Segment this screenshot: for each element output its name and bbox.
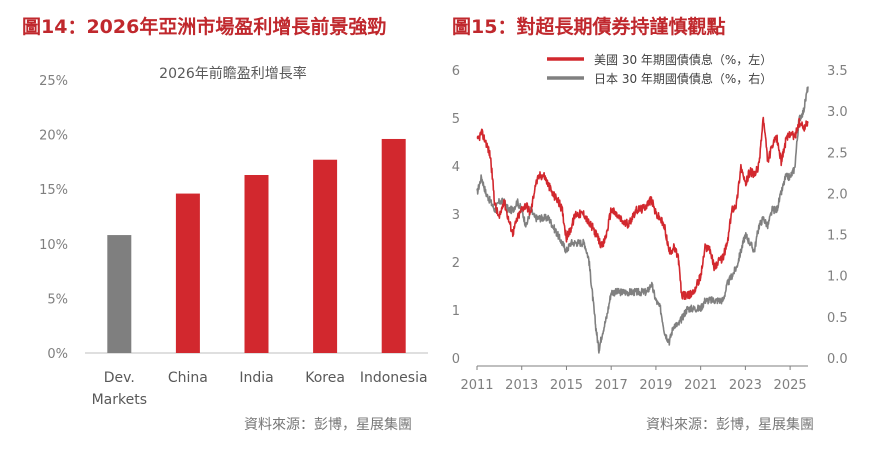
figure-15-source: 資料來源：彭博，星展集團 bbox=[646, 417, 814, 433]
bar-4 bbox=[381, 138, 406, 353]
legend-label: 日本 30 年期國債債息（%，右） bbox=[594, 71, 772, 86]
right-y-tick-label: 2.0 bbox=[827, 187, 848, 202]
right-y-tick-label: 3.0 bbox=[827, 105, 848, 120]
x-tick-label: Korea bbox=[305, 370, 345, 386]
y-tick-label: 0% bbox=[47, 347, 68, 362]
legend-label: 美國 30 年期國債債息（%，左） bbox=[594, 52, 772, 67]
x-tick-label: 2023 bbox=[729, 378, 762, 393]
x-tick-label: 2013 bbox=[505, 378, 538, 393]
right-y-tick-label: 3.5 bbox=[827, 64, 848, 79]
right-y-tick-label: 2.5 bbox=[827, 146, 848, 161]
left-y-tick-label: 0 bbox=[452, 352, 460, 367]
y-tick-label: 10% bbox=[39, 238, 68, 253]
left-y-tick-label: 2 bbox=[452, 256, 460, 271]
bar-2 bbox=[244, 175, 269, 353]
x-tick-label: Indonesia bbox=[360, 370, 428, 386]
figure-15-title: 圖15：對超長期債券持謹慎觀點 bbox=[452, 16, 726, 38]
y-tick-label: 5% bbox=[47, 292, 68, 307]
bar-1 bbox=[175, 193, 200, 353]
left-y-tick-label: 3 bbox=[452, 208, 460, 223]
bar-3 bbox=[313, 159, 338, 353]
x-tick-label: 2017 bbox=[595, 378, 628, 393]
x-tick-label: 2021 bbox=[684, 378, 717, 393]
figure-14-title: 圖14：2026年亞洲市場盈利增長前景強勁 bbox=[22, 16, 387, 38]
y-tick-label: 20% bbox=[39, 129, 68, 144]
right-y-tick-label: 1.0 bbox=[827, 270, 848, 285]
bar-0 bbox=[107, 235, 132, 353]
left-y-tick-label: 6 bbox=[452, 64, 460, 79]
x-tick-label: 2025 bbox=[774, 378, 807, 393]
x-tick-label: 2011 bbox=[460, 378, 493, 393]
figure-14-source: 資料來源：彭博，星展集團 bbox=[244, 417, 412, 433]
left-y-tick-label: 4 bbox=[452, 160, 460, 175]
x-tick-label: China bbox=[168, 370, 208, 386]
right-y-tick-label: 0.5 bbox=[827, 311, 848, 326]
series-line-japan-30y bbox=[476, 86, 809, 354]
left-y-tick-label: 5 bbox=[452, 112, 460, 127]
series-line-us-30y bbox=[476, 116, 809, 300]
x-tick-label: India bbox=[239, 370, 273, 386]
bar-chart-title: 2026年前瞻盈利增長率 bbox=[159, 65, 307, 82]
right-y-tick-label: 0.0 bbox=[827, 352, 848, 367]
x-tick-label: Dev. Markets bbox=[92, 370, 147, 408]
y-tick-label: 25% bbox=[39, 74, 68, 89]
right-y-tick-label: 1.5 bbox=[827, 229, 848, 244]
y-tick-label: 15% bbox=[39, 183, 68, 198]
x-tick-label: 2015 bbox=[550, 378, 583, 393]
x-tick-label: 2019 bbox=[639, 378, 672, 393]
left-y-tick-label: 1 bbox=[452, 304, 460, 319]
